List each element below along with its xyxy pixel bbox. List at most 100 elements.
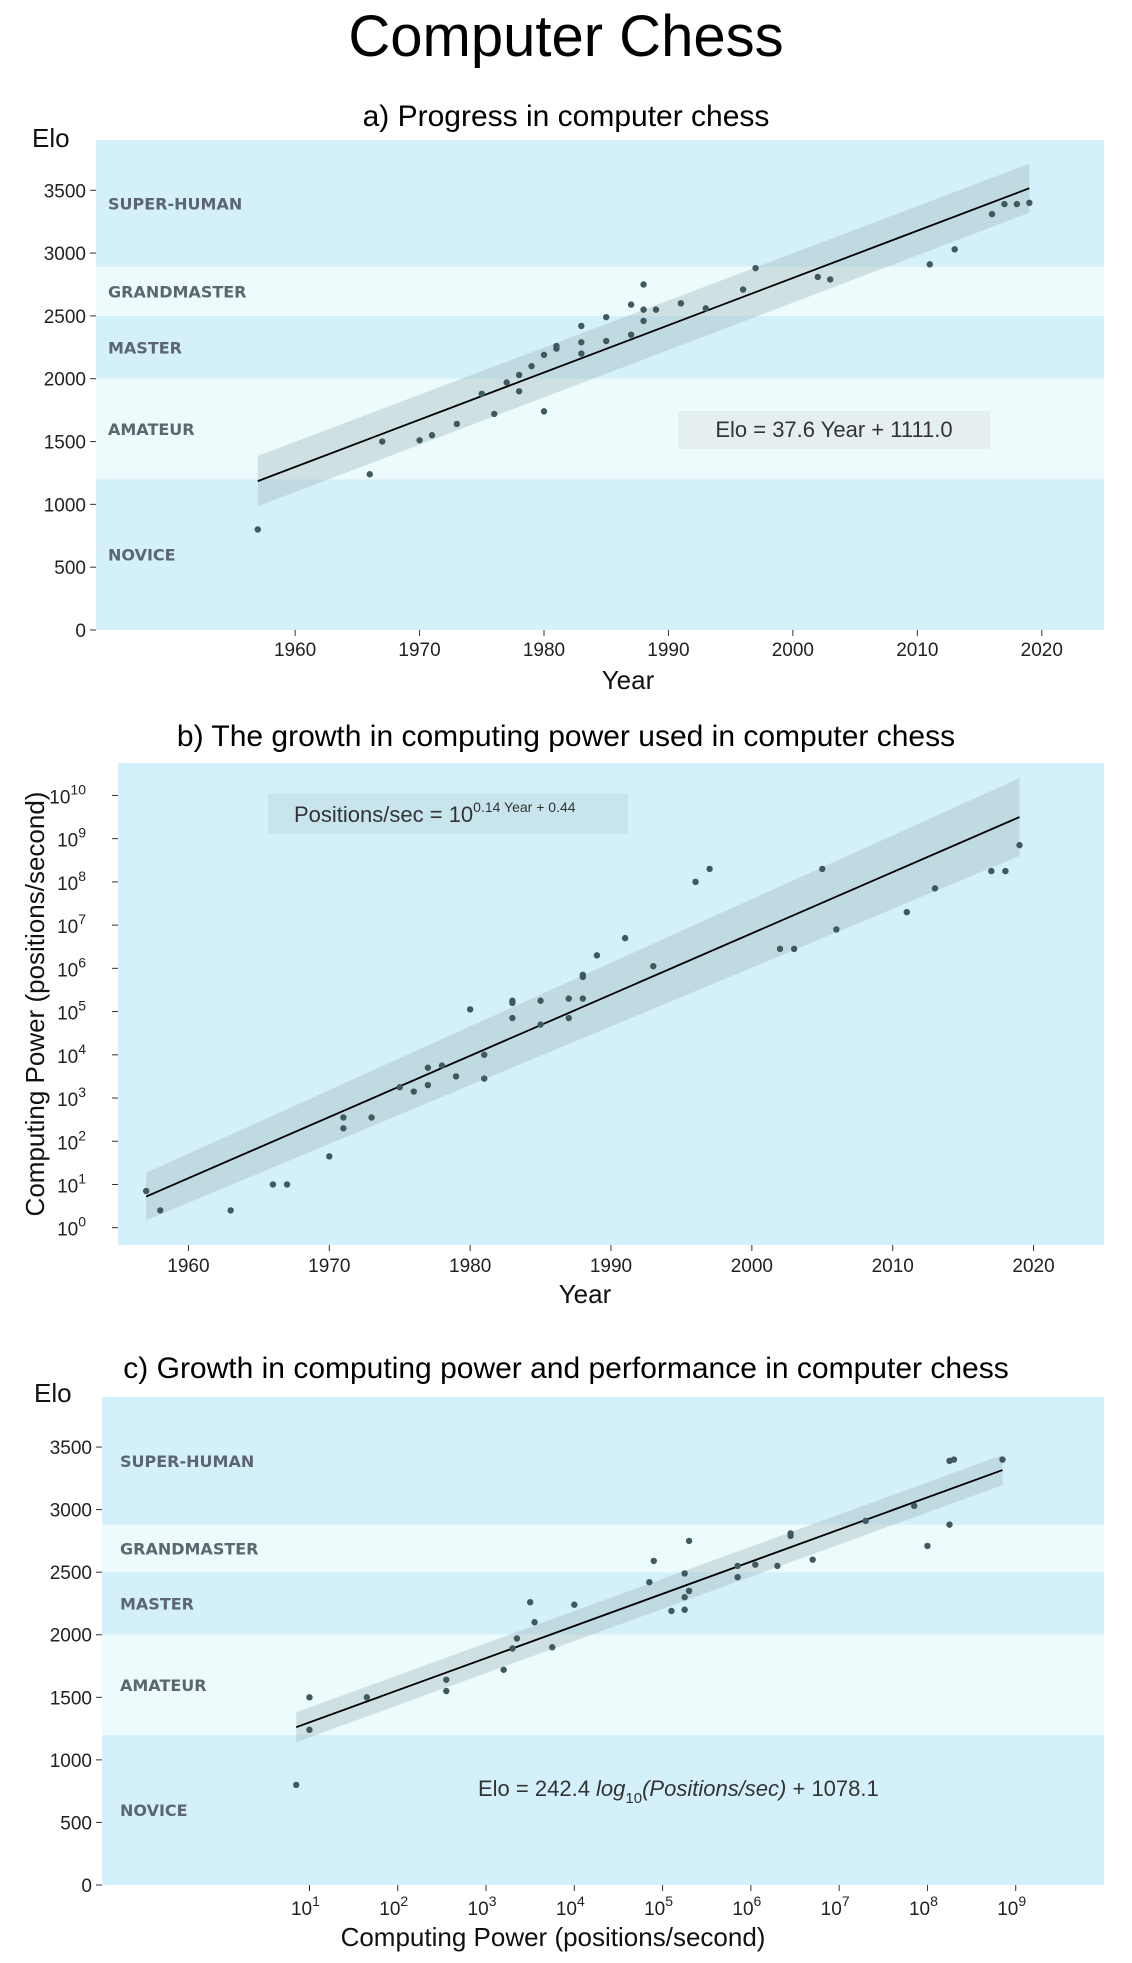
y-tick-label-b-8: 108: [57, 868, 86, 895]
data-point-a-27: [677, 300, 685, 307]
x-axis-label-c: Computing Power (positions/second): [341, 1922, 766, 1952]
data-point-b-35: [819, 865, 826, 873]
data-point-b-25: [579, 995, 587, 1002]
data-point-a-34: [951, 246, 958, 253]
data-point-b-6: [340, 1125, 347, 1132]
data-point-a-19: [603, 337, 610, 345]
data-point-c-4: [443, 1687, 450, 1695]
y-axis-label-c: Elo: [34, 1378, 72, 1408]
y-tick-label-b-3: 103: [57, 1084, 86, 1111]
data-point-a-29: [739, 286, 747, 293]
x-tick-label-a-1970: 1970: [398, 640, 440, 661]
data-point-c-24: [774, 1562, 781, 1570]
data-point-a-35: [988, 210, 996, 218]
y-tick-label-c-2500: 2500: [50, 1563, 92, 1584]
data-point-b-14: [452, 1073, 460, 1080]
data-point-b-20: [509, 997, 516, 1004]
data-point-b-8: [368, 1114, 375, 1121]
zone-c-grandmaster: [102, 1524, 1104, 1573]
zone-label-a-super-human: SUPER-HUMAN: [108, 194, 242, 213]
data-point-b-32: [706, 865, 713, 873]
equation-c: Elo = 242.4 log10(Positions/sec) + 1078.…: [478, 1776, 879, 1807]
x-tick-label-b-1990: 1990: [590, 1256, 632, 1277]
data-point-c-10: [531, 1619, 538, 1626]
data-point-c-2: [306, 1694, 313, 1701]
y-axis-label-b: Computing Power (positions/second): [20, 792, 50, 1217]
data-point-a-37: [1013, 200, 1021, 208]
x-tick-label-c-3: 103: [468, 1893, 497, 1920]
data-point-a-25: [640, 281, 647, 288]
y-tick-label-b-4: 104: [57, 1041, 86, 1068]
data-point-a-3: [416, 437, 423, 444]
data-point-a-20: [603, 313, 610, 321]
data-point-b-27: [579, 971, 587, 979]
x-tick-label-c-2: 102: [379, 1893, 408, 1920]
data-point-b-22: [537, 997, 544, 1004]
y-tick-label-b-10: 1010: [49, 781, 86, 808]
data-point-c-23: [752, 1561, 759, 1568]
y-tick-label-b-5: 105: [57, 998, 86, 1025]
data-point-a-16: [578, 350, 585, 357]
y-tick-label-b-7: 107: [57, 911, 86, 938]
x-tick-label-b-2010: 2010: [872, 1256, 914, 1277]
zone-a-master: [96, 315, 1104, 379]
data-point-b-39: [988, 867, 995, 875]
x-tick-label-b-2020: 2020: [1012, 1256, 1054, 1277]
data-point-b-7: [340, 1114, 347, 1121]
data-point-a-10: [515, 388, 523, 395]
x-tick-label-a-1990: 1990: [647, 640, 689, 661]
fit-line-b: [145, 816, 1020, 1198]
page-title: Computer Chess: [348, 4, 784, 69]
data-point-c-21: [734, 1573, 741, 1581]
y-tick-label-b-6: 106: [57, 954, 86, 981]
y-tick-label-a-2500: 2500: [44, 307, 86, 328]
chart-b-title: b) The growth in computing power used in…: [176, 720, 956, 753]
y-tick-label-b-0: 100: [57, 1214, 86, 1241]
x-axis-label-b: Year: [559, 1279, 612, 1309]
x-tick-label-c-1: 101: [291, 1893, 320, 1920]
x-tick-label-c-4: 104: [556, 1893, 585, 1920]
data-point-b-18: [509, 1014, 516, 1022]
data-point-b-40: [1002, 867, 1009, 875]
x-tick-label-a-2020: 2020: [1021, 640, 1063, 661]
zone-a-grandmaster: [96, 266, 1104, 316]
data-point-c-27: [809, 1556, 816, 1563]
x-tick-label-c-9: 109: [997, 1893, 1026, 1920]
data-point-b-21: [537, 1021, 544, 1028]
data-point-a-22: [627, 301, 635, 308]
y-tick-label-a-0: 0: [75, 621, 86, 642]
data-point-b-41: [1016, 841, 1023, 849]
y-tick-label-c-3000: 3000: [50, 1501, 92, 1522]
equation-a: Elo = 37.6 Year + 1111.0: [715, 417, 952, 442]
data-point-b-2: [227, 1207, 234, 1214]
zone-c-amateur: [102, 1634, 1104, 1735]
data-point-a-11: [528, 362, 535, 370]
data-point-b-12: [424, 1064, 432, 1071]
data-point-b-5: [326, 1153, 333, 1160]
data-point-c-9: [526, 1599, 534, 1606]
data-point-a-6: [478, 390, 485, 397]
y-tick-label-c-1500: 1500: [50, 1688, 92, 1709]
data-point-b-31: [692, 878, 699, 886]
y-tick-label-a-1000: 1000: [44, 495, 86, 516]
x-tick-label-b-1980: 1980: [449, 1256, 491, 1277]
data-point-b-34: [790, 945, 798, 953]
data-point-b-29: [621, 934, 629, 942]
zone-label-c-master: MASTER: [120, 1594, 194, 1613]
data-point-a-7: [491, 410, 498, 418]
zone-a-novice: [96, 479, 1104, 630]
data-point-c-14: [650, 1557, 657, 1565]
data-point-c-13: [646, 1578, 653, 1586]
data-point-a-33: [926, 261, 933, 268]
data-point-c-30: [924, 1542, 931, 1550]
x-tick-label-a-2000: 2000: [772, 640, 814, 661]
chart-c-title: c) Growth in computing power and perform…: [123, 1352, 1009, 1385]
data-point-b-17: [481, 1051, 488, 1058]
y-axis-label-a: Elo: [32, 123, 70, 153]
equation-box-a: [678, 411, 990, 449]
data-point-a-1: [366, 471, 373, 478]
zone-c-super-human: [102, 1397, 1104, 1525]
data-point-c-33: [950, 1456, 958, 1463]
data-point-b-4: [283, 1181, 291, 1188]
